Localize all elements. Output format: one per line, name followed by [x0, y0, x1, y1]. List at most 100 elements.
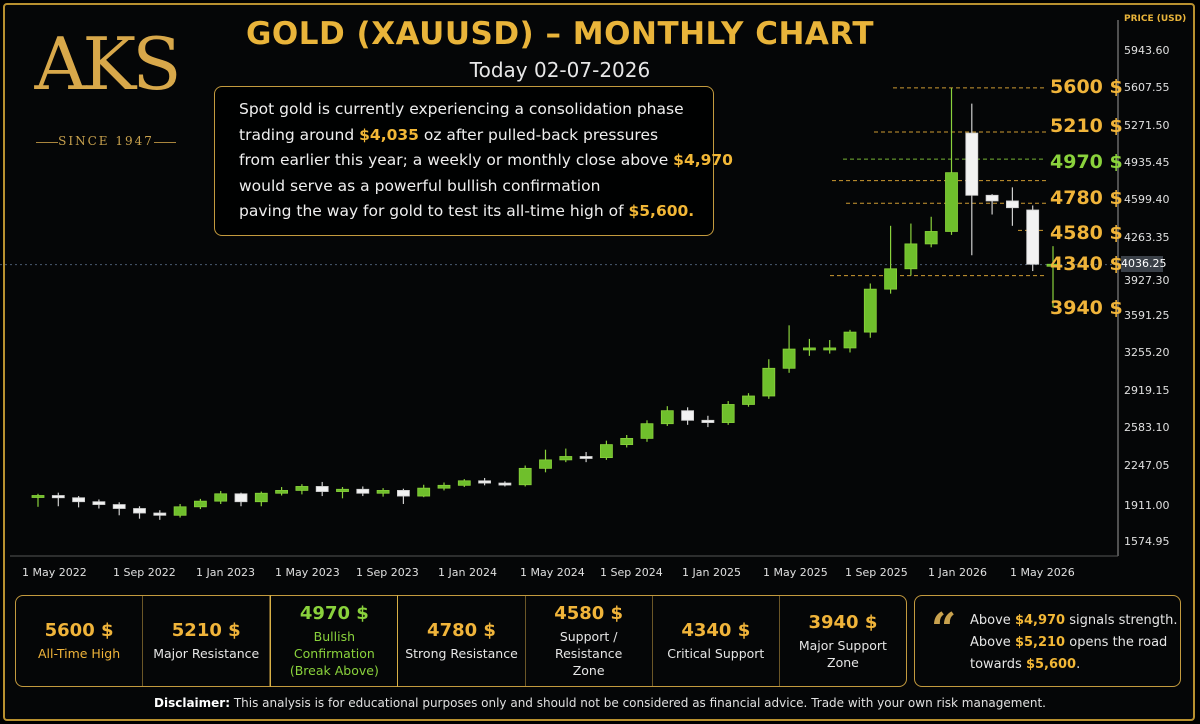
candle-body: [965, 132, 979, 196]
candle-body: [803, 347, 816, 351]
candle-body: [92, 501, 106, 505]
candle-body: [823, 347, 837, 351]
candle-body: [234, 493, 248, 503]
candle-body: [620, 437, 634, 446]
candle-body: [579, 456, 593, 459]
candle-body: [559, 456, 573, 461]
candle-body: [315, 486, 329, 492]
candle-body: [133, 508, 146, 514]
candle-body: [1006, 200, 1019, 209]
brand-logo: AKS SINCE 1947: [26, 14, 186, 154]
candle-body: [478, 480, 492, 484]
candle-body: [985, 194, 999, 202]
candle-body: [539, 459, 552, 469]
candle-body: [254, 492, 268, 503]
level-box-desc: Major Support: [798, 637, 887, 653]
candle-body: [396, 490, 410, 497]
chart-subtitle: Today 02-07-2026: [469, 58, 651, 82]
y-tick-label: 4263.35: [1124, 231, 1170, 244]
x-tick-label: 1 Sep 2025: [845, 566, 908, 579]
candle-body: [782, 348, 796, 369]
level-box-bullish-confirmation: 4970 $ Bullish Confirmation (Break Above…: [270, 595, 399, 687]
level-box-desc: Zone: [827, 654, 859, 670]
level-label-4970: 4970 $: [1050, 151, 1123, 173]
x-tick-label: 1 May 2026: [1010, 566, 1075, 579]
candle-body: [336, 488, 349, 492]
y-tick-label: 1574.95: [1124, 535, 1170, 548]
candle-body: [295, 486, 309, 491]
info-line: paving the way for gold to test its all-…: [239, 202, 695, 220]
quote-line: Above $4,970 signals strength.: [970, 613, 1178, 628]
candle-body: [721, 404, 735, 423]
level-summary-boxes: 5600 $ All-Time High 5210 $ Major Resist…: [15, 595, 907, 687]
x-tick-label: 1 May 2025: [763, 566, 828, 579]
level-box-value: 4340 $: [681, 620, 751, 641]
x-tick-label: 1 May 2024: [520, 566, 585, 579]
chart-area: AKS SINCE 1947 GOLD (XAUUSD) – MONTHLY C…: [0, 14, 1187, 579]
level-box-strong-resistance: 4780 $ Strong Resistance: [398, 596, 526, 686]
candle-body: [945, 172, 958, 232]
x-tick-label: 1 Jan 2026: [928, 566, 987, 579]
candle-body: [518, 467, 532, 486]
logo-since: SINCE 1947: [58, 134, 154, 148]
candle-body: [742, 395, 755, 405]
candle-body: [275, 490, 289, 494]
candle-body: [437, 484, 451, 489]
y-tick-label: 2247.05: [1124, 459, 1170, 472]
candle-body: [417, 487, 431, 497]
y-tick-label: 4599.40: [1124, 193, 1170, 206]
x-tick-label: 1 Sep 2024: [600, 566, 663, 579]
level-box-desc: Strong Resistance: [405, 646, 518, 661]
quote-icon: “: [931, 604, 957, 655]
candle-body: [681, 410, 694, 421]
level-label-5210: 5210 $: [1050, 115, 1123, 137]
logo-divider: [154, 142, 176, 143]
candle-body: [193, 500, 207, 508]
summary-quote-box: “ Above $4,970 signals strength. Above $…: [914, 595, 1181, 687]
candle-body: [31, 495, 45, 498]
x-tick-label: 1 Jan 2024: [438, 566, 497, 579]
level-box-all-time-high: 5600 $ All-Time High: [16, 596, 144, 686]
candle-body: [356, 488, 370, 494]
candle-body: [112, 504, 126, 509]
x-tick-label: 1 Sep 2023: [356, 566, 419, 579]
quote-text: Above $4,970 signals strength. Above $5,…: [970, 610, 1180, 676]
candle-body: [863, 288, 877, 333]
level-box-value: 4580 $: [554, 603, 624, 624]
level-box-desc: (Break Above): [289, 663, 379, 678]
candle-body: [498, 482, 512, 486]
level-box-critical-support: 4340 $ Critical Support: [653, 596, 780, 686]
level-label-4340: 4340 $: [1050, 253, 1123, 275]
y-axis-label: PRICE (USD): [1124, 14, 1187, 24]
candle-body: [884, 268, 897, 290]
level-box-desc: Critical Support: [667, 646, 765, 661]
level-box-value: 4970 $: [299, 603, 369, 624]
y-tick-label: 3255.20: [1124, 346, 1170, 359]
level-box-value: 4780 $: [427, 620, 496, 641]
candle-body: [173, 506, 187, 516]
level-box-value: 5210 $: [171, 620, 241, 641]
disclaimer: Disclaimer: This analysis is for educati…: [154, 696, 1046, 710]
logo-text: AKS: [34, 22, 181, 106]
info-line: from earlier this year; a weekly or mont…: [239, 151, 733, 169]
candle-body: [904, 243, 918, 270]
quote-line: towards $5,600.: [970, 657, 1081, 672]
logo-divider: [36, 142, 58, 143]
level-box-value: 5600 $: [44, 620, 114, 641]
level-box-desc: Major Resistance: [153, 646, 260, 661]
candle-body: [1026, 209, 1040, 265]
y-tick-label: 3591.25: [1124, 309, 1170, 322]
candle-body: [72, 497, 85, 503]
candle-body: [214, 493, 228, 502]
candle-body: [153, 512, 167, 516]
x-tick-label: 1 Sep 2022: [113, 566, 176, 579]
y-tick-label: 3927.30: [1124, 274, 1170, 287]
level-box-desc: Zone: [572, 663, 605, 678]
level-label-4580: 4580 $: [1050, 222, 1123, 244]
level-label-4780: 4780 $: [1050, 187, 1123, 209]
x-tick-label: 1 May 2023: [275, 566, 340, 579]
level-label-5600: 5600 $: [1050, 76, 1123, 98]
level-box-value: 3940 $: [808, 611, 878, 633]
y-tick-label: 2919.15: [1124, 384, 1170, 397]
y-tick-label: 1911.00: [1124, 499, 1170, 512]
